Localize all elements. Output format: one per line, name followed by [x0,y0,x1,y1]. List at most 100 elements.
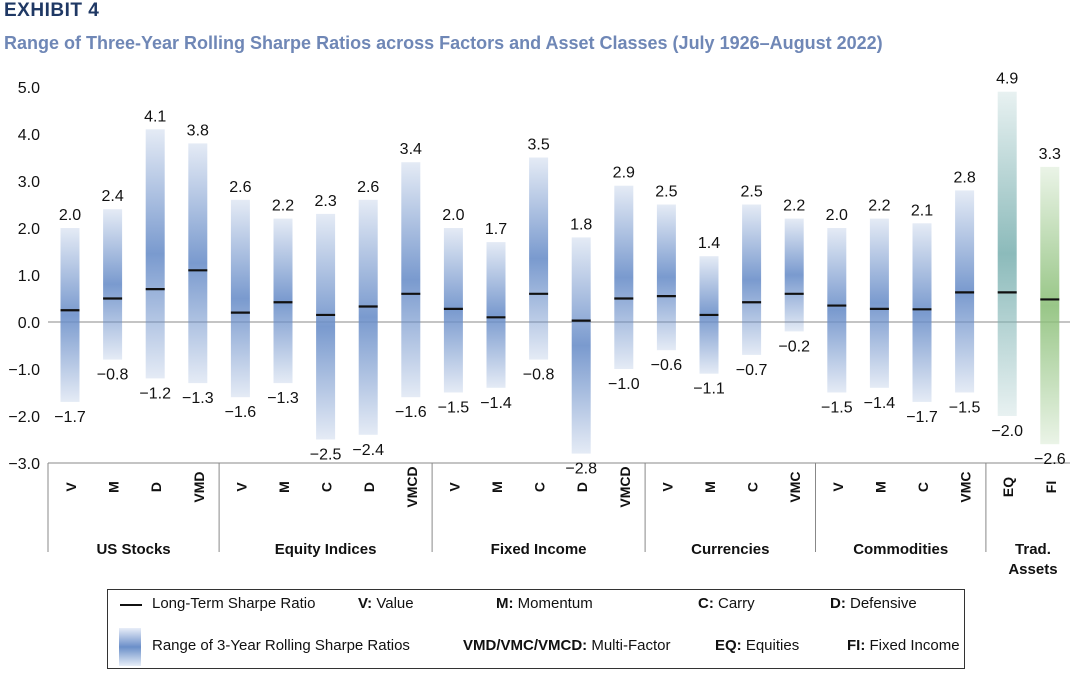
exhibit-label: EXHIBIT 4 [4,0,100,21]
min-value-label: −1.4 [480,395,512,412]
range-bar [1040,166,1060,445]
category-label: V [830,482,846,492]
min-value-label: −1.6 [395,404,427,421]
min-value-label: −0.6 [651,357,683,374]
max-value-label: 2.2 [783,198,805,215]
max-value-label: 1.4 [698,235,720,252]
range-bar [656,204,676,351]
legend-defensive: D: Defensive [830,595,917,612]
min-value-label: −2.8 [565,461,597,478]
category-label: C [745,482,761,492]
range-bar [103,209,123,360]
range-bar [997,91,1017,416]
min-value-label: −1.5 [438,400,470,417]
y-tick-label: 5.0 [18,80,40,97]
range-bar [827,228,847,393]
legend-equities: EQ: Equities [715,637,800,654]
group-label: Fixed Income [491,541,587,558]
max-value-label: 2.3 [314,193,336,210]
y-tick-label: 4.0 [18,127,40,144]
min-value-label: −1.7 [906,409,938,426]
max-value-label: 2.8 [953,169,975,186]
max-value-label: 2.1 [911,202,933,219]
legend-line-swatch [120,604,142,606]
category-label: V [63,482,79,492]
min-value-label: −2.5 [310,447,342,464]
min-value-label: −1.1 [693,381,725,398]
max-value-label: 4.1 [144,108,166,125]
category-label: V [446,482,462,492]
max-value-label: 2.0 [826,207,848,224]
group-label: Trad. [1015,541,1051,558]
max-value-label: 3.3 [1039,146,1061,163]
range-bar [869,218,889,388]
range-bar [273,218,293,384]
category-label: C [532,482,548,492]
category-label: VMCD [617,466,633,507]
max-value-label: 2.9 [613,165,635,182]
y-tick-label: 3.0 [18,174,40,191]
group-label: Assets [1008,561,1057,578]
legend: Long-Term Sharpe Ratio V: Value M: Momen… [107,589,965,669]
min-value-label: −1.3 [182,390,214,407]
max-value-label: 3.8 [187,122,209,139]
category-label: C [319,482,335,492]
range-chart: 5.0 4.0 3.0 2.0 1.0 0.0 −1.0 −2.0 −3.0 2.0 −1.7 V 2.… [8,71,1070,578]
range-bar [358,199,378,435]
legend-fixed-income: FI: Fixed Income [847,637,960,654]
min-value-label: −0.7 [736,362,768,379]
range-bar [529,157,549,360]
y-tick-label: 2.0 [18,221,40,238]
legend-multifactor: VMD/VMC/VMCD: Multi-Factor [463,637,671,654]
category-label: VMD [191,471,207,502]
max-value-label: 2.2 [272,198,294,215]
min-value-label: −0.8 [97,367,129,384]
y-tick-label: 1.0 [18,268,40,285]
category-label: V [233,482,249,492]
legend-long-term: Long-Term Sharpe Ratio [152,595,316,612]
category-label: M [106,481,122,493]
group-label: US Stocks [96,541,170,558]
range-bar [614,185,634,369]
range-bar [401,162,421,398]
category-label: C [915,482,931,492]
legend-range: Range of 3-Year Rolling Sharpe Ratios [152,637,410,654]
y-tick-label: 0.0 [18,315,40,332]
category-label: M [489,481,505,493]
category-label: VMC [958,471,974,502]
max-value-label: 2.4 [101,188,123,205]
min-value-label: −0.8 [523,367,555,384]
category-label: D [148,482,164,492]
max-value-label: 1.7 [485,221,507,238]
category-label: V [659,482,675,492]
category-label: D [574,482,590,492]
min-value-label: −1.7 [54,409,86,426]
min-value-label: −1.5 [949,400,981,417]
y-tick-label: −2.0 [8,409,40,426]
legend-range-swatch [119,628,141,666]
range-bar [145,129,165,379]
category-label: M [276,481,292,493]
min-value-label: −1.5 [821,400,853,417]
range-bar [443,228,463,393]
range-bar [742,204,762,355]
max-value-label: 2.5 [655,184,677,201]
group-label: Commodities [853,541,948,558]
min-value-label: −1.0 [608,376,640,393]
min-value-label: −2.4 [352,442,384,459]
min-value-label: −1.6 [225,404,257,421]
max-value-label: 4.9 [996,71,1018,88]
category-label: EQ [1000,477,1016,497]
y-tick-label: −1.0 [8,362,40,379]
min-value-label: −2.6 [1034,451,1066,468]
group-label: Equity Indices [275,541,377,558]
legend-momentum: M: Momentum [496,595,593,612]
category-label: VMCD [404,466,420,507]
category-label: VMC [787,471,803,502]
range-bar [784,218,804,332]
min-value-label: −1.2 [139,385,171,402]
max-value-label: 3.5 [527,137,549,154]
min-value-label: −1.3 [267,390,299,407]
max-value-label: 2.0 [442,207,464,224]
range-bar [571,237,591,454]
